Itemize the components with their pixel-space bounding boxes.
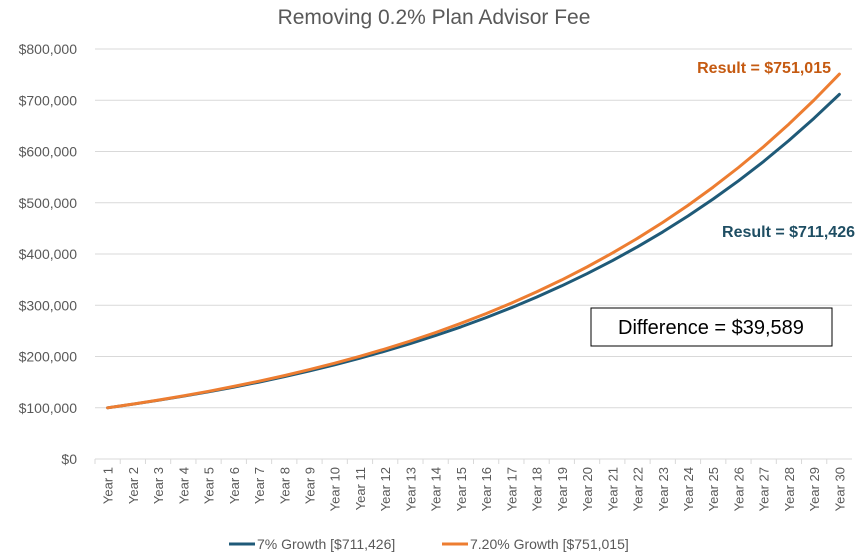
x-tick-label: Year 6 <box>227 467 242 504</box>
difference-box: Difference = $39,589 <box>590 307 833 347</box>
x-tick-label: Year 19 <box>555 467 570 511</box>
gridlines <box>95 48 852 460</box>
y-tick-label: $0 <box>61 451 77 467</box>
x-tick-label: Year 1 <box>101 467 116 504</box>
x-tick-label: Year 29 <box>807 467 822 511</box>
x-tick-label: Year 4 <box>176 467 191 504</box>
y-tick-label: $100,000 <box>19 400 78 416</box>
x-tick-label: Year 22 <box>631 467 646 511</box>
x-tick-label: Year 28 <box>782 467 797 511</box>
legend-label-7-growth: 7% Growth [$711,426] <box>257 536 395 552</box>
orange-result-annotation: Result = $751,015 <box>697 60 831 77</box>
x-tick-label: Year 14 <box>429 467 444 511</box>
x-tick-label: Year 8 <box>277 467 292 504</box>
x-tick-label: Year 30 <box>832 467 847 511</box>
x-tick-label: Year 2 <box>126 467 141 504</box>
x-axis-ticks: Year 1 Year 2 Year 3 Year 4 Year 5 Year 6 Year… <box>94 459 847 511</box>
series-lines <box>106 72 841 410</box>
x-tick-label: Year 7 <box>252 467 267 504</box>
y-tick-label: $700,000 <box>19 92 78 108</box>
series-line-7-20-growth <box>106 72 841 410</box>
x-tick-label: Year 27 <box>757 467 772 511</box>
chart-title: Removing 0.2% Plan Advisor Fee <box>278 6 591 29</box>
legend: 7% Growth [$711,426] 7.20% Growth [$751,… <box>229 536 629 552</box>
x-tick-label: Year 11 <box>353 467 368 510</box>
difference-label: Difference = $39,589 <box>618 317 804 339</box>
x-tick-label: Year 23 <box>656 467 671 511</box>
legend-label-7-20-growth: 7.20% Growth [$751,015] <box>470 536 629 552</box>
x-tick-label: Year 3 <box>151 467 166 504</box>
y-tick-label: $800,000 <box>19 41 78 57</box>
x-tick-label: Year 10 <box>328 467 343 511</box>
series-line-7-growth <box>106 92 841 410</box>
y-tick-label: $200,000 <box>19 349 78 365</box>
x-tick-label: Year 9 <box>302 467 317 504</box>
x-tick-label: Year 25 <box>706 467 721 511</box>
y-tick-label: $600,000 <box>19 144 78 160</box>
x-tick-label: Year 17 <box>504 467 519 511</box>
x-tick-label: Year 16 <box>479 467 494 511</box>
x-tick-label: Year 18 <box>530 467 545 511</box>
x-tick-label: Year 20 <box>580 467 595 511</box>
x-tick-label: Year 26 <box>731 467 746 511</box>
x-tick-label: Year 5 <box>202 467 217 504</box>
y-tick-label: $400,000 <box>19 246 78 262</box>
y-tick-label: $500,000 <box>19 195 78 211</box>
y-axis-ticks: $0 $100,000 $200,000 $300,000 $400,000 $500,0… <box>19 41 78 467</box>
x-tick-label: Year 12 <box>378 467 393 511</box>
x-tick-label: Year 24 <box>681 467 696 511</box>
blue-result-annotation: Result = $711,426 <box>722 224 855 241</box>
x-tick-label: Year 21 <box>605 467 620 511</box>
y-tick-label: $300,000 <box>19 297 78 313</box>
x-tick-label: Year 13 <box>403 467 418 511</box>
x-tick-label: Year 15 <box>454 467 469 511</box>
